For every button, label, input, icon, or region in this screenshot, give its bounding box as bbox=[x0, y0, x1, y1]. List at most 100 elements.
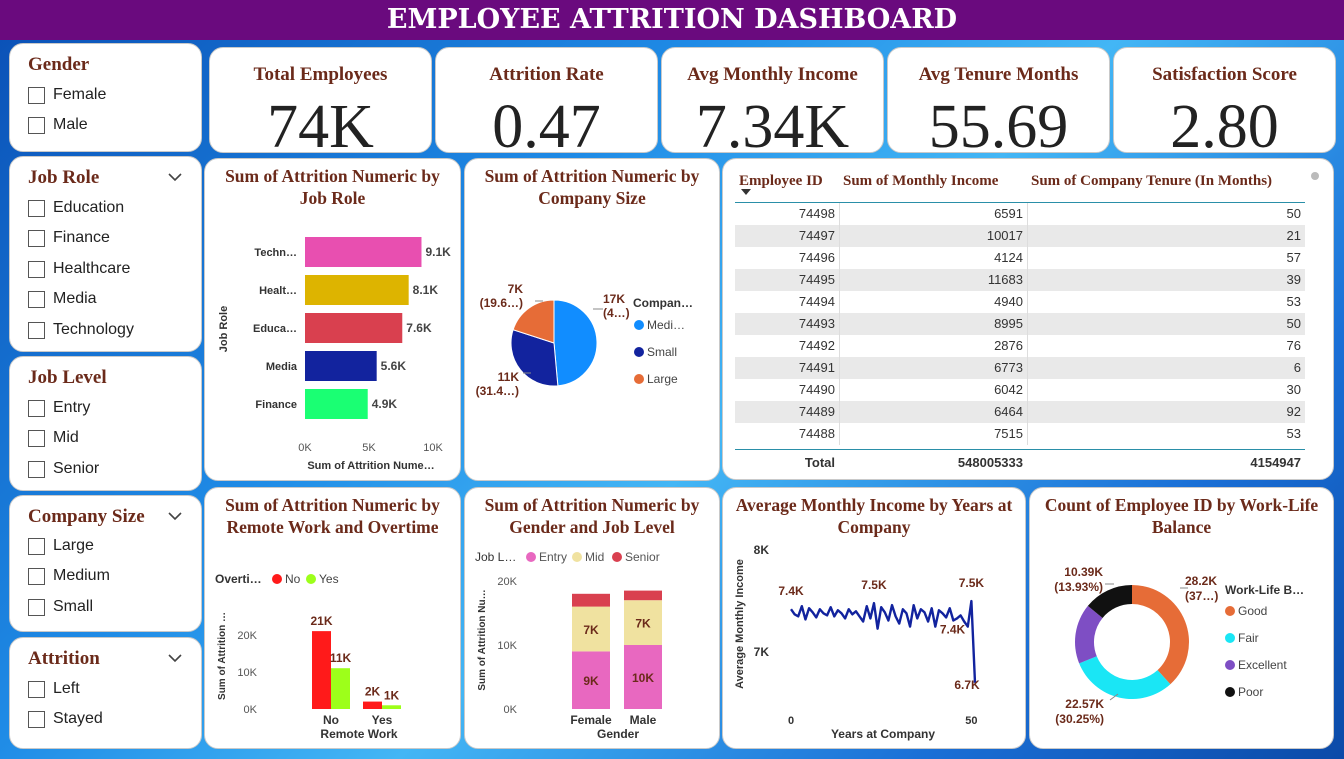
legend-marker bbox=[306, 574, 316, 584]
table-cell: 39 bbox=[1027, 269, 1305, 291]
table-row[interactable]: 74488 7515 53 bbox=[735, 423, 1305, 445]
checkbox-box[interactable] bbox=[28, 399, 45, 417]
checkbox-media[interactable]: Media bbox=[28, 289, 97, 309]
company-size-pie-chart[interactable]: 17K(4…) 11K(31.4…) 7K(19.6…) Compan… Medi… Sm… bbox=[465, 159, 720, 481]
checkbox-large[interactable]: Large bbox=[28, 536, 94, 556]
checkbox-box[interactable] bbox=[28, 429, 45, 447]
checkbox-box[interactable] bbox=[28, 116, 45, 134]
checkbox-box[interactable] bbox=[28, 710, 45, 728]
kpi-avg-monthly-income: Avg Monthly Income 7.34K bbox=[661, 47, 884, 153]
bar bbox=[363, 701, 382, 709]
table-row[interactable]: 74498 6591 50 bbox=[735, 203, 1305, 225]
checkbox-medium[interactable]: Medium bbox=[28, 566, 110, 586]
table-row[interactable]: 74491 6773 6 bbox=[735, 357, 1305, 379]
checkbox-box[interactable] bbox=[28, 229, 45, 247]
kpi-value: 7.34K bbox=[695, 93, 850, 153]
table-row[interactable]: 74493 8995 50 bbox=[735, 313, 1305, 335]
column-header-monthly-income[interactable]: Sum of Monthly Income bbox=[843, 173, 999, 189]
checkbox-male[interactable]: Male bbox=[28, 115, 88, 135]
table-row[interactable]: 74492 2876 76 bbox=[735, 335, 1305, 357]
checkbox-stayed[interactable]: Stayed bbox=[28, 709, 103, 729]
work-life-donut-chart[interactable]: 28.2K(37…) 22.57K(30.25%) 10.39K(13.93%) Wo… bbox=[1030, 488, 1334, 749]
chevron-down-icon[interactable] bbox=[167, 650, 183, 666]
column-header-employee-id[interactable]: Employee ID bbox=[735, 167, 839, 202]
checkbox-box[interactable] bbox=[28, 598, 45, 616]
bar bbox=[305, 237, 422, 267]
table-cell: 74497 bbox=[798, 228, 835, 243]
pie-slice bbox=[553, 299, 598, 387]
pie-slice bbox=[510, 329, 559, 387]
data-label: 11K bbox=[330, 651, 352, 665]
slicer-job-level: Job Level Entry Mid Senior bbox=[9, 356, 202, 491]
table-row[interactable]: 74495 11683 39 bbox=[735, 269, 1305, 291]
checkbox-left[interactable]: Left bbox=[28, 679, 80, 699]
table-header: Employee ID Sum of Monthly Income Sum of… bbox=[735, 167, 1305, 203]
checkbox-female[interactable]: Female bbox=[28, 85, 106, 105]
checkbox-box[interactable] bbox=[28, 199, 45, 217]
checkbox-finance[interactable]: Finance bbox=[28, 228, 110, 248]
checkbox-box[interactable] bbox=[28, 537, 45, 555]
table-cell: 7515 bbox=[839, 423, 1027, 445]
x-axis-label: Sum of Attrition Nume… bbox=[307, 460, 434, 472]
income-line-chart[interactable]: 7K 8K 0 50 7.4K 7.5K 7.5K 7.4K 6.7K Years at Comp… bbox=[723, 488, 1026, 749]
table-cell: 6591 bbox=[839, 203, 1027, 225]
column-header-company-tenure[interactable]: Sum of Company Tenure (In Months) bbox=[1031, 173, 1273, 189]
donut-slice bbox=[1075, 605, 1103, 664]
data-label: 11K bbox=[498, 370, 520, 384]
checkbox-box[interactable] bbox=[28, 290, 45, 308]
table-cell: 74496 bbox=[798, 250, 835, 265]
table-row[interactable]: 74497 10017 21 bbox=[735, 225, 1305, 247]
slicer-title: Company Size bbox=[28, 506, 145, 527]
checkbox-box[interactable] bbox=[28, 86, 45, 104]
table-row[interactable]: 74496 4124 57 bbox=[735, 247, 1305, 269]
chevron-down-icon[interactable] bbox=[167, 169, 183, 185]
checkbox-box[interactable] bbox=[28, 260, 45, 278]
bar bbox=[305, 313, 403, 343]
checkbox-education[interactable]: Education bbox=[28, 198, 124, 218]
category-label: Educa… bbox=[253, 323, 297, 335]
checkbox-box[interactable] bbox=[28, 567, 45, 585]
x-tick-label: 0 bbox=[788, 715, 794, 727]
table-row[interactable]: 74494 4940 53 bbox=[735, 291, 1305, 313]
checkbox-label: Left bbox=[53, 680, 80, 697]
legend-marker bbox=[572, 552, 582, 562]
job-role-bar-chart[interactable]: Techn… 9.1K Healt… 8.1K Educa… 7.6K Media 5.6K F… bbox=[205, 159, 461, 481]
slicer-title: Job Role bbox=[28, 167, 100, 188]
scrollbar-thumb[interactable] bbox=[1311, 172, 1319, 180]
table-row[interactable]: 74490 6042 30 bbox=[735, 379, 1305, 401]
data-label: 9K bbox=[583, 674, 599, 688]
legend-label: Yes bbox=[319, 572, 339, 586]
x-tick-label: 50 bbox=[965, 715, 977, 727]
chart-attrition-by-company-size[interactable]: Sum of Attrition Numeric by Company Size… bbox=[464, 158, 720, 481]
checkbox-entry[interactable]: Entry bbox=[28, 398, 90, 418]
y-tick-label: 10K bbox=[237, 667, 257, 679]
chart-employees-by-work-life[interactable]: Count of Employee ID by Work-Life Balanc… bbox=[1029, 487, 1334, 749]
checkbox-small[interactable]: Small bbox=[28, 597, 93, 617]
chart-attrition-by-remote-overtime[interactable]: Sum of Attrition Numeric by Remote Work … bbox=[204, 487, 461, 749]
chart-attrition-by-gender-level[interactable]: Sum of Attrition Numeric by Gender and J… bbox=[464, 487, 720, 749]
checkbox-senior[interactable]: Senior bbox=[28, 459, 99, 479]
chevron-down-icon[interactable] bbox=[167, 508, 183, 524]
legend-label: Excellent bbox=[1238, 658, 1287, 672]
chart-income-by-years[interactable]: Average Monthly Income by Years at Compa… bbox=[722, 487, 1026, 749]
checkbox-box[interactable] bbox=[28, 460, 45, 478]
employee-table[interactable]: Employee ID Sum of Monthly Income Sum of… bbox=[722, 158, 1334, 480]
chart-attrition-by-job-role[interactable]: Sum of Attrition Numeric by Job Role Tec… bbox=[204, 158, 461, 481]
series-line bbox=[790, 599, 977, 683]
x-tick-label: 0K bbox=[298, 442, 312, 454]
checkbox-box[interactable] bbox=[28, 680, 45, 698]
table-row[interactable]: 74489 6464 92 bbox=[735, 401, 1305, 423]
table-body: 74498 6591 50 74497 10017 21 74496 4124 57 74495 1… bbox=[735, 203, 1305, 445]
table-cell: 50 bbox=[1027, 313, 1305, 335]
checkbox-box[interactable] bbox=[28, 321, 45, 339]
legend-label: Entry bbox=[539, 550, 567, 564]
checkbox-healthcare[interactable]: Healthcare bbox=[28, 259, 130, 279]
data-label: 5.6K bbox=[381, 359, 407, 373]
gender-stacked-bar-chart[interactable]: Job L… Entry Mid Senior 0K 10K 20K 9K 7K Female 10… bbox=[465, 488, 720, 749]
checkbox-technology[interactable]: Technology bbox=[28, 320, 134, 340]
table-cell: 74495 bbox=[798, 272, 835, 287]
checkbox-mid[interactable]: Mid bbox=[28, 428, 79, 448]
table-cell: 6773 bbox=[839, 357, 1027, 379]
legend-title: Overti… bbox=[215, 572, 262, 586]
